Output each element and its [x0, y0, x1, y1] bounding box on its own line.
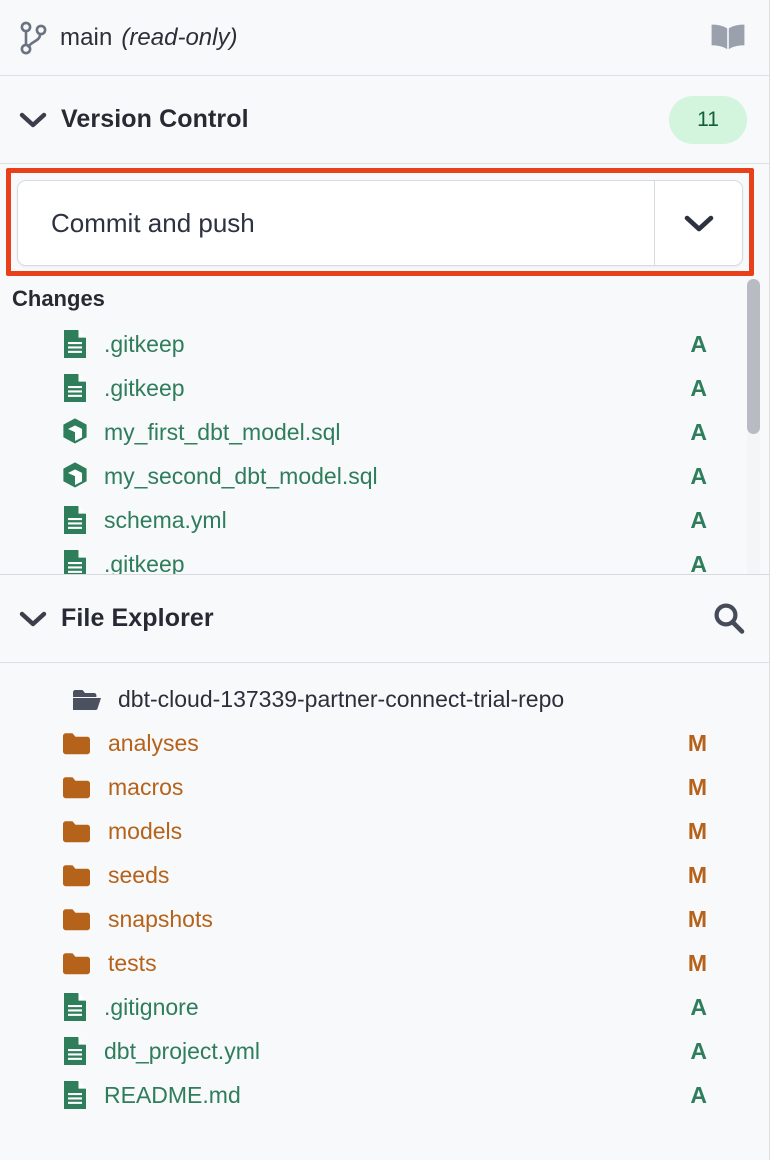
changes-section-label: Changes [12, 286, 105, 311]
folder-icon [62, 863, 92, 888]
explorer-file-row[interactable]: README.md A [0, 1073, 769, 1117]
dbt-model-cube-icon [62, 417, 88, 447]
changes-row-status: A [690, 462, 707, 489]
explorer-folder-row[interactable]: seeds M [0, 853, 769, 897]
changes-row-filename: .gitkeep [104, 550, 185, 575]
explorer-file-row[interactable]: .gitignore A [0, 985, 769, 1029]
changes-row-status: A [690, 506, 707, 533]
folder-icon [62, 731, 92, 756]
explorer-row-label: dbt_project.yml [104, 1037, 260, 1064]
explorer-row-status: M [687, 729, 707, 756]
changes-row-status: A [690, 550, 707, 575]
file-explorer-list: dbt-cloud-137339-partner-connect-trial-r… [0, 663, 769, 1117]
dbt-model-cube-icon [62, 461, 88, 491]
explorer-row-status: M [687, 861, 707, 888]
changes-row-filename: my_second_dbt_model.sql [104, 462, 378, 489]
explorer-row-label: analyses [108, 729, 199, 756]
file-explorer-header[interactable]: File Explorer [0, 575, 769, 663]
explorer-folder-row[interactable]: analyses M [0, 721, 769, 765]
explorer-folder-row[interactable]: tests M [0, 941, 769, 985]
changes-row[interactable]: .gitkeep A [0, 542, 769, 575]
file-document-icon [62, 329, 88, 359]
chevron-down-icon[interactable] [18, 110, 48, 130]
changes-row[interactable]: .gitkeep A [0, 322, 769, 366]
explorer-row-label: models [108, 817, 183, 844]
folder-open-icon [72, 687, 102, 711]
version-control-header[interactable]: Version Control 11 [0, 76, 769, 164]
explorer-file-row[interactable]: dbt_project.yml A [0, 1029, 769, 1073]
search-icon[interactable] [711, 601, 747, 637]
changes-row-filename: schema.yml [104, 506, 227, 533]
file-document-icon [62, 992, 88, 1022]
git-branch-icon [18, 21, 48, 55]
folder-icon [62, 819, 92, 844]
folder-icon [62, 951, 92, 976]
branch-bar: main (read-only) [0, 0, 769, 76]
folder-icon [62, 907, 92, 932]
explorer-row-status: A [690, 1037, 707, 1064]
changes-row-status: A [690, 374, 707, 401]
explorer-row-label: .gitignore [104, 993, 199, 1020]
changes-row[interactable]: my_second_dbt_model.sql A [0, 454, 769, 498]
file-explorer-title: File Explorer [61, 604, 214, 632]
explorer-row-status: A [690, 1081, 707, 1108]
file-document-icon [62, 1080, 88, 1110]
explorer-row-status: M [687, 949, 707, 976]
file-document-icon [62, 373, 88, 403]
changes-row-status: A [690, 418, 707, 445]
explorer-row-label: seeds [108, 861, 170, 888]
explorer-folder-row[interactable]: models M [0, 809, 769, 853]
changes-count-badge: 11 [669, 95, 747, 144]
file-document-icon [62, 549, 88, 574]
explorer-row-status: A [690, 993, 707, 1020]
changes-row-filename: .gitkeep [104, 374, 185, 401]
chevron-down-icon [684, 215, 713, 232]
branch-name: main [60, 23, 113, 51]
commit-zone: Commit and push [0, 164, 769, 279]
changes-row-filename: my_first_dbt_model.sql [104, 418, 341, 445]
chevron-down-icon[interactable] [18, 609, 48, 629]
changes-row-filename: .gitkeep [104, 330, 185, 357]
file-document-icon [62, 505, 88, 535]
open-book-icon[interactable] [709, 22, 747, 54]
commit-options-dropdown-button[interactable] [654, 181, 742, 265]
explorer-row-status: M [687, 905, 707, 932]
explorer-folder-row[interactable]: macros M [0, 765, 769, 809]
file-document-icon [62, 1036, 88, 1066]
changes-row[interactable]: schema.yml A [0, 498, 769, 542]
version-control-title: Version Control [61, 105, 249, 133]
changes-scrollbar-thumb[interactable] [747, 279, 760, 434]
explorer-row-label: tests [108, 949, 157, 976]
explorer-row-status: M [687, 773, 707, 800]
explorer-row-label: snapshots [108, 905, 213, 932]
commit-and-push-button[interactable]: Commit and push [18, 181, 654, 265]
folder-icon [62, 775, 92, 800]
changes-row[interactable]: .gitkeep A [0, 366, 769, 410]
explorer-root-label: dbt-cloud-137339-partner-connect-trial-r… [118, 685, 565, 712]
explorer-folder-row[interactable]: snapshots M [0, 897, 769, 941]
commit-and-push-button-group[interactable]: Commit and push [17, 180, 743, 266]
explorer-row-label: README.md [104, 1081, 241, 1108]
explorer-root-row[interactable]: dbt-cloud-137339-partner-connect-trial-r… [0, 677, 769, 721]
changes-row-status: A [690, 330, 707, 357]
branch-readonly-label: (read-only) [121, 23, 238, 51]
changes-row[interactable]: my_first_dbt_model.sql A [0, 410, 769, 454]
explorer-row-status: M [687, 817, 707, 844]
explorer-row-label: macros [108, 773, 184, 800]
